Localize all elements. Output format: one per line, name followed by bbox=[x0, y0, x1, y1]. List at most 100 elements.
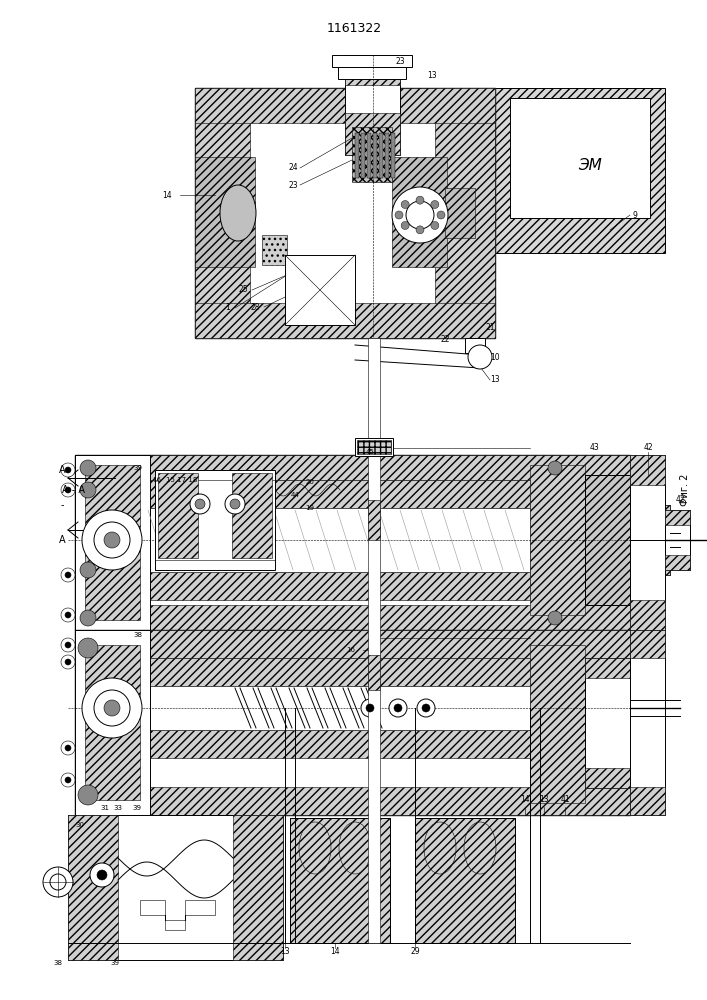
Circle shape bbox=[61, 773, 75, 787]
Bar bbox=[75, 455, 630, 485]
Circle shape bbox=[65, 612, 71, 618]
Bar bbox=[630, 630, 665, 658]
Bar bbox=[415, 818, 515, 943]
Text: 45: 45 bbox=[366, 449, 375, 455]
Circle shape bbox=[417, 699, 435, 717]
Circle shape bbox=[65, 745, 71, 751]
Circle shape bbox=[104, 532, 120, 548]
Bar bbox=[665, 510, 690, 525]
Text: 38: 38 bbox=[54, 960, 62, 966]
Circle shape bbox=[94, 690, 130, 726]
Text: 13: 13 bbox=[539, 796, 549, 804]
Bar bbox=[510, 98, 650, 218]
Text: 44: 44 bbox=[291, 492, 299, 498]
Text: A - A: A - A bbox=[62, 485, 85, 495]
Circle shape bbox=[43, 867, 73, 897]
Circle shape bbox=[65, 659, 71, 665]
Bar bbox=[630, 555, 670, 575]
Text: 29: 29 bbox=[410, 948, 420, 956]
Circle shape bbox=[437, 211, 445, 219]
Text: ЭM: ЭM bbox=[578, 157, 602, 172]
Text: Фиг. 2: Фиг. 2 bbox=[680, 474, 690, 506]
Bar bbox=[368, 338, 380, 943]
Text: 28: 28 bbox=[250, 302, 260, 312]
Bar bbox=[391, 133, 395, 178]
Circle shape bbox=[401, 221, 409, 229]
Circle shape bbox=[401, 201, 409, 209]
Bar bbox=[75, 787, 630, 815]
Bar bbox=[630, 455, 665, 630]
Text: 13: 13 bbox=[490, 375, 500, 384]
Bar bbox=[665, 510, 690, 570]
Circle shape bbox=[61, 568, 75, 582]
Bar bbox=[195, 88, 495, 123]
Bar bbox=[155, 470, 275, 570]
Text: 25: 25 bbox=[238, 286, 248, 294]
Ellipse shape bbox=[339, 822, 371, 874]
Bar bbox=[368, 500, 380, 540]
Bar bbox=[445, 188, 475, 238]
Circle shape bbox=[61, 608, 75, 622]
Ellipse shape bbox=[424, 822, 456, 874]
Bar bbox=[195, 157, 255, 267]
Bar bbox=[585, 475, 630, 605]
Bar bbox=[145, 508, 530, 572]
Text: 16: 16 bbox=[346, 647, 355, 653]
Text: 13: 13 bbox=[427, 70, 437, 80]
Bar bbox=[367, 133, 371, 178]
Text: 41: 41 bbox=[560, 796, 570, 804]
Text: 9: 9 bbox=[633, 211, 638, 220]
Bar bbox=[233, 815, 283, 960]
Text: 23: 23 bbox=[288, 180, 298, 190]
Bar bbox=[379, 133, 383, 178]
Text: 14: 14 bbox=[330, 948, 340, 956]
Circle shape bbox=[82, 510, 142, 570]
Bar bbox=[585, 658, 630, 788]
Text: 30: 30 bbox=[76, 822, 85, 828]
Text: 39: 39 bbox=[132, 805, 141, 811]
Circle shape bbox=[548, 611, 562, 625]
Circle shape bbox=[65, 467, 71, 473]
Text: 14: 14 bbox=[163, 190, 172, 200]
Bar bbox=[195, 88, 495, 338]
Bar bbox=[665, 555, 690, 570]
Bar bbox=[285, 255, 355, 325]
Bar bbox=[530, 465, 585, 615]
Bar bbox=[373, 133, 377, 178]
Circle shape bbox=[80, 610, 96, 626]
Bar bbox=[195, 88, 250, 338]
Text: 16: 16 bbox=[153, 477, 161, 483]
Bar bbox=[355, 438, 393, 456]
Bar bbox=[75, 630, 150, 815]
Text: -: - bbox=[60, 500, 64, 510]
Bar bbox=[660, 525, 690, 555]
Ellipse shape bbox=[220, 185, 256, 241]
Circle shape bbox=[61, 741, 75, 755]
Bar bbox=[145, 686, 530, 730]
Circle shape bbox=[50, 874, 66, 890]
Bar bbox=[75, 455, 130, 630]
Bar bbox=[392, 157, 447, 267]
Circle shape bbox=[431, 221, 439, 229]
Bar bbox=[85, 465, 140, 620]
Circle shape bbox=[406, 201, 434, 229]
Circle shape bbox=[431, 201, 439, 209]
Circle shape bbox=[78, 638, 98, 658]
Bar bbox=[75, 455, 630, 480]
Bar bbox=[145, 480, 530, 508]
Text: 14: 14 bbox=[520, 796, 530, 804]
Text: 10: 10 bbox=[490, 354, 500, 362]
Bar bbox=[630, 787, 665, 815]
Bar bbox=[345, 55, 400, 155]
Circle shape bbox=[422, 704, 430, 712]
Circle shape bbox=[392, 187, 448, 243]
Bar bbox=[361, 133, 365, 178]
Circle shape bbox=[80, 482, 96, 498]
Text: 19: 19 bbox=[305, 505, 315, 511]
Circle shape bbox=[61, 463, 75, 477]
Bar bbox=[332, 55, 412, 67]
Circle shape bbox=[80, 562, 96, 578]
Text: 33: 33 bbox=[114, 805, 122, 811]
Text: 13: 13 bbox=[280, 948, 290, 956]
Bar bbox=[660, 545, 690, 555]
